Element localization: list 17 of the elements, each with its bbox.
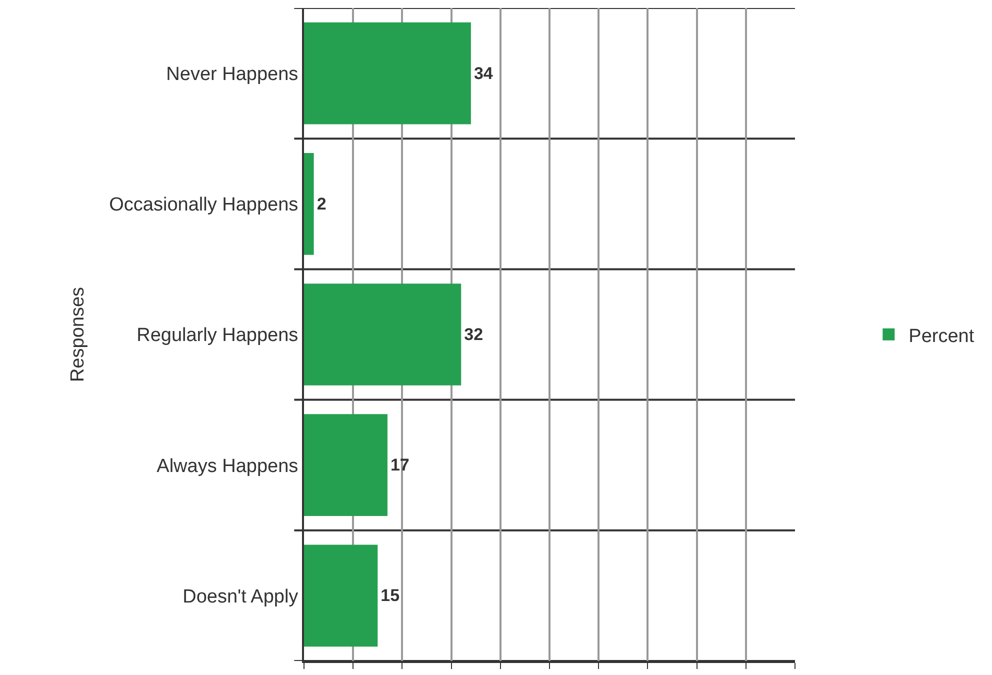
data-label: 17 [390, 456, 410, 475]
y-tick-label: Always Happens [156, 456, 298, 477]
bar [304, 414, 388, 516]
y-tick-label: Never Happens [166, 64, 298, 85]
y-tick-label: Regularly Happens [136, 325, 298, 346]
data-label: 32 [464, 325, 484, 344]
y-axis-title: Responses [68, 286, 89, 382]
legend-label: Percent [908, 326, 975, 347]
y-tick-label: Occasionally Happens [109, 194, 298, 216]
bar [304, 22, 471, 124]
bar [304, 544, 378, 647]
data-label: 2 [316, 194, 326, 214]
y-tick-label: Doesn't Apply [182, 586, 299, 608]
bar [304, 284, 462, 386]
data-label: 34 [474, 64, 494, 83]
bar [304, 152, 314, 255]
data-label: 15 [380, 586, 400, 606]
